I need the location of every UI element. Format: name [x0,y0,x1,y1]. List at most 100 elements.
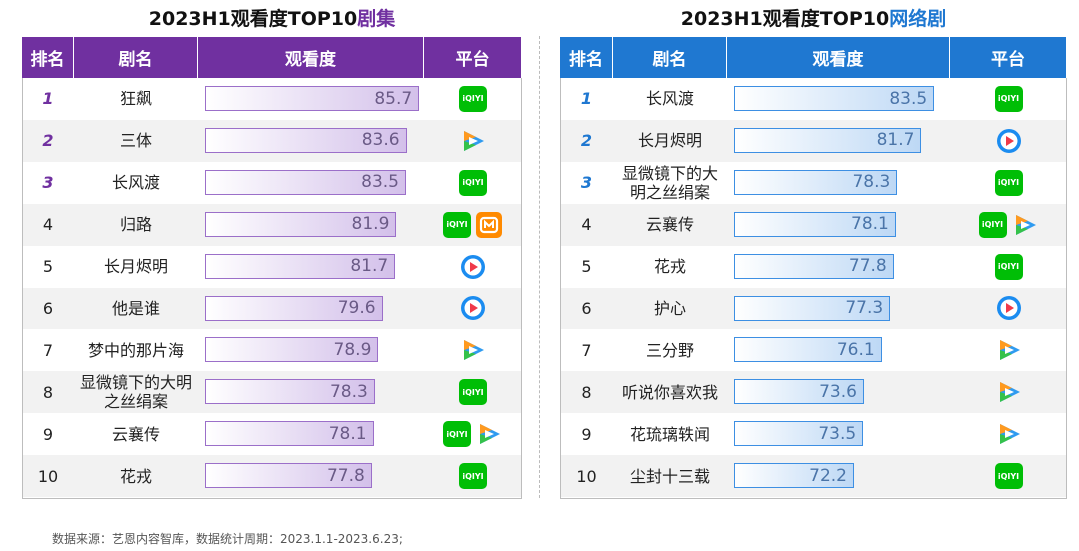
platform-logo: iQIYI [994,169,1023,196]
rank: 7 [42,340,54,360]
show-name: 长月烬明 [103,257,168,277]
score-label: 77.3 [845,298,884,318]
platform-logo: iQIYI [443,211,471,238]
score-bar: 76.1 [734,337,882,363]
rank: 7 [581,340,592,360]
platform-logo [995,379,1023,405]
title-highlight: 剧集 [357,8,396,30]
platform-cell: iQIYI [950,78,1067,120]
header-cell: 平台 [424,37,522,78]
source-note: 数据来源：艺恩内容智库，数据统计周期：2023.1.1-2023.6.23; [52,532,403,546]
platform-cell [950,413,1067,455]
platform-logo [459,254,487,280]
rank: 2 [580,131,593,151]
rank: 4 [581,215,592,235]
title-text: 2023H1观看度TOP10 [148,8,358,30]
show-name: 长月烬明 [637,131,702,151]
rank: 3 [580,173,593,193]
show-name: 长风渡 [111,173,160,193]
score-bar: 77.8 [205,463,372,489]
show-name: 他是谁 [111,298,160,318]
score-bar: 72.2 [734,463,854,489]
platform-logo: iQIYI [459,463,487,490]
score-bar: 78.3 [205,379,375,405]
platform-cell: iQIYI [424,413,522,455]
platform-logo: iQIYI [994,253,1023,280]
score-bar: 73.6 [734,379,864,405]
score-bar: 73.5 [734,421,864,447]
show-name: 三体 [119,131,152,151]
show-name: 梦中的那片海 [87,340,184,360]
rank: 6 [581,298,592,318]
show-name: 护心 [653,298,686,318]
show-name: 长风渡 [645,89,694,109]
table-title: 2023H1观看度TOP10剧集 [22,4,522,31]
score-bar: 78.3 [734,169,898,195]
header-cell: 观看度 [727,37,950,78]
score-bar: 77.3 [734,295,891,321]
platform-cell: iQIYI [950,204,1067,246]
score-label: 76.1 [836,339,875,360]
title-highlight: 网络剧 [889,8,947,30]
score-bar: 78.1 [734,211,896,237]
score-label: 78.1 [851,214,889,235]
title-text: 2023H1观看度TOP10 [680,8,890,30]
platform-logo [995,337,1023,363]
show-name: 三分野 [645,340,694,360]
show-name: 显微镜下的大明之丝绢案 [621,163,718,202]
platform-logo: iQIYI [443,421,471,448]
score-label: 83.5 [361,172,399,193]
platform-logo [459,128,487,154]
show-name: 归路 [119,215,152,235]
platform-cell [950,120,1067,162]
platform-logo: iQIYI [994,85,1023,112]
rank: 1 [42,89,54,109]
platform-cell [950,288,1067,330]
platform-cell: iQIYI [950,246,1067,288]
platform-cell: iQIYI [424,78,522,120]
platform-cell [950,329,1067,371]
score-label: 73.5 [818,423,857,444]
header-cell: 剧名 [74,37,198,78]
score-bar: 77.8 [734,253,894,279]
score-label: 78.3 [852,172,891,193]
score-label: 79.6 [337,298,376,318]
platform-logo [475,211,503,238]
score-label: 81.9 [351,214,390,235]
header-cell: 剧名 [613,37,727,78]
score-bar: 83.5 [205,169,406,195]
show-name: 花戎 [653,257,686,277]
platform-logo: iQIYI [459,85,487,112]
platform-cell: iQIYI [950,162,1067,204]
score-bar: 81.7 [734,127,922,153]
rank: 6 [42,298,54,318]
platform-cell [424,120,522,162]
platform-cell: iQIYI [950,455,1067,497]
show-name: 云襄传 [645,215,694,235]
show-name: 云襄传 [111,424,160,444]
rank: 9 [581,424,592,444]
rank: 1 [580,89,593,109]
header-cell: 观看度 [198,37,424,78]
header-cell: 排名 [22,37,74,78]
score-bar: 81.7 [205,253,396,279]
score-label: 73.6 [819,381,857,402]
show-name: 显微镜下的大明之丝绢案 [79,373,192,412]
score-label: 81.7 [350,256,389,277]
platform-cell [424,246,522,288]
rank: 8 [42,382,54,402]
platform-logo [459,295,487,321]
score-bar: 79.6 [205,295,383,321]
platform-logo [475,421,503,447]
show-name: 花戎 [119,466,152,486]
show-name: 花琉璃轶闻 [629,424,710,444]
rank: 10 [37,466,59,486]
score-bar: 83.5 [734,86,935,111]
platform-logo: iQIYI [978,211,1007,238]
platform-logo [459,337,487,363]
rank: 8 [581,382,592,402]
score-bar: 85.7 [205,86,420,111]
platform-logo [995,295,1023,321]
rank: 4 [42,215,54,235]
